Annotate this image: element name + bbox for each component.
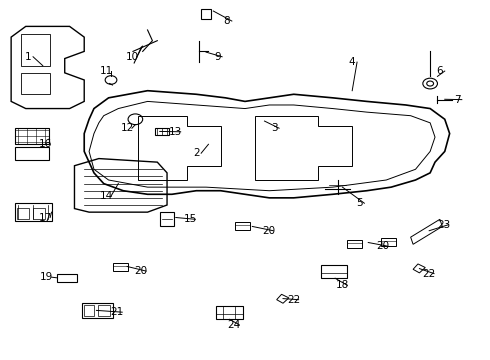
Text: 22: 22 [287,295,300,305]
Text: 14: 14 [99,191,113,201]
Text: 5: 5 [356,198,363,208]
Text: 6: 6 [437,66,443,76]
Text: 15: 15 [184,214,197,224]
Text: 3: 3 [271,123,277,133]
Text: 1: 1 [25,52,31,62]
Text: 7: 7 [454,95,460,105]
Text: 10: 10 [125,52,139,62]
Text: 9: 9 [214,52,220,62]
Text: 8: 8 [223,16,230,26]
Text: 12: 12 [121,123,134,133]
Text: 20: 20 [262,226,275,236]
Text: 18: 18 [336,280,349,291]
Text: 17: 17 [39,212,52,222]
Text: 4: 4 [349,57,356,67]
Text: 16: 16 [39,139,52,149]
Text: 22: 22 [422,269,436,279]
Text: 20: 20 [376,241,389,251]
Text: 23: 23 [437,220,450,230]
Text: 20: 20 [135,266,148,276]
Text: 24: 24 [228,320,241,330]
Text: 2: 2 [193,148,199,158]
Text: 13: 13 [169,127,182,137]
Text: 21: 21 [111,307,124,317]
Text: 19: 19 [40,272,53,282]
Text: 11: 11 [99,66,113,76]
